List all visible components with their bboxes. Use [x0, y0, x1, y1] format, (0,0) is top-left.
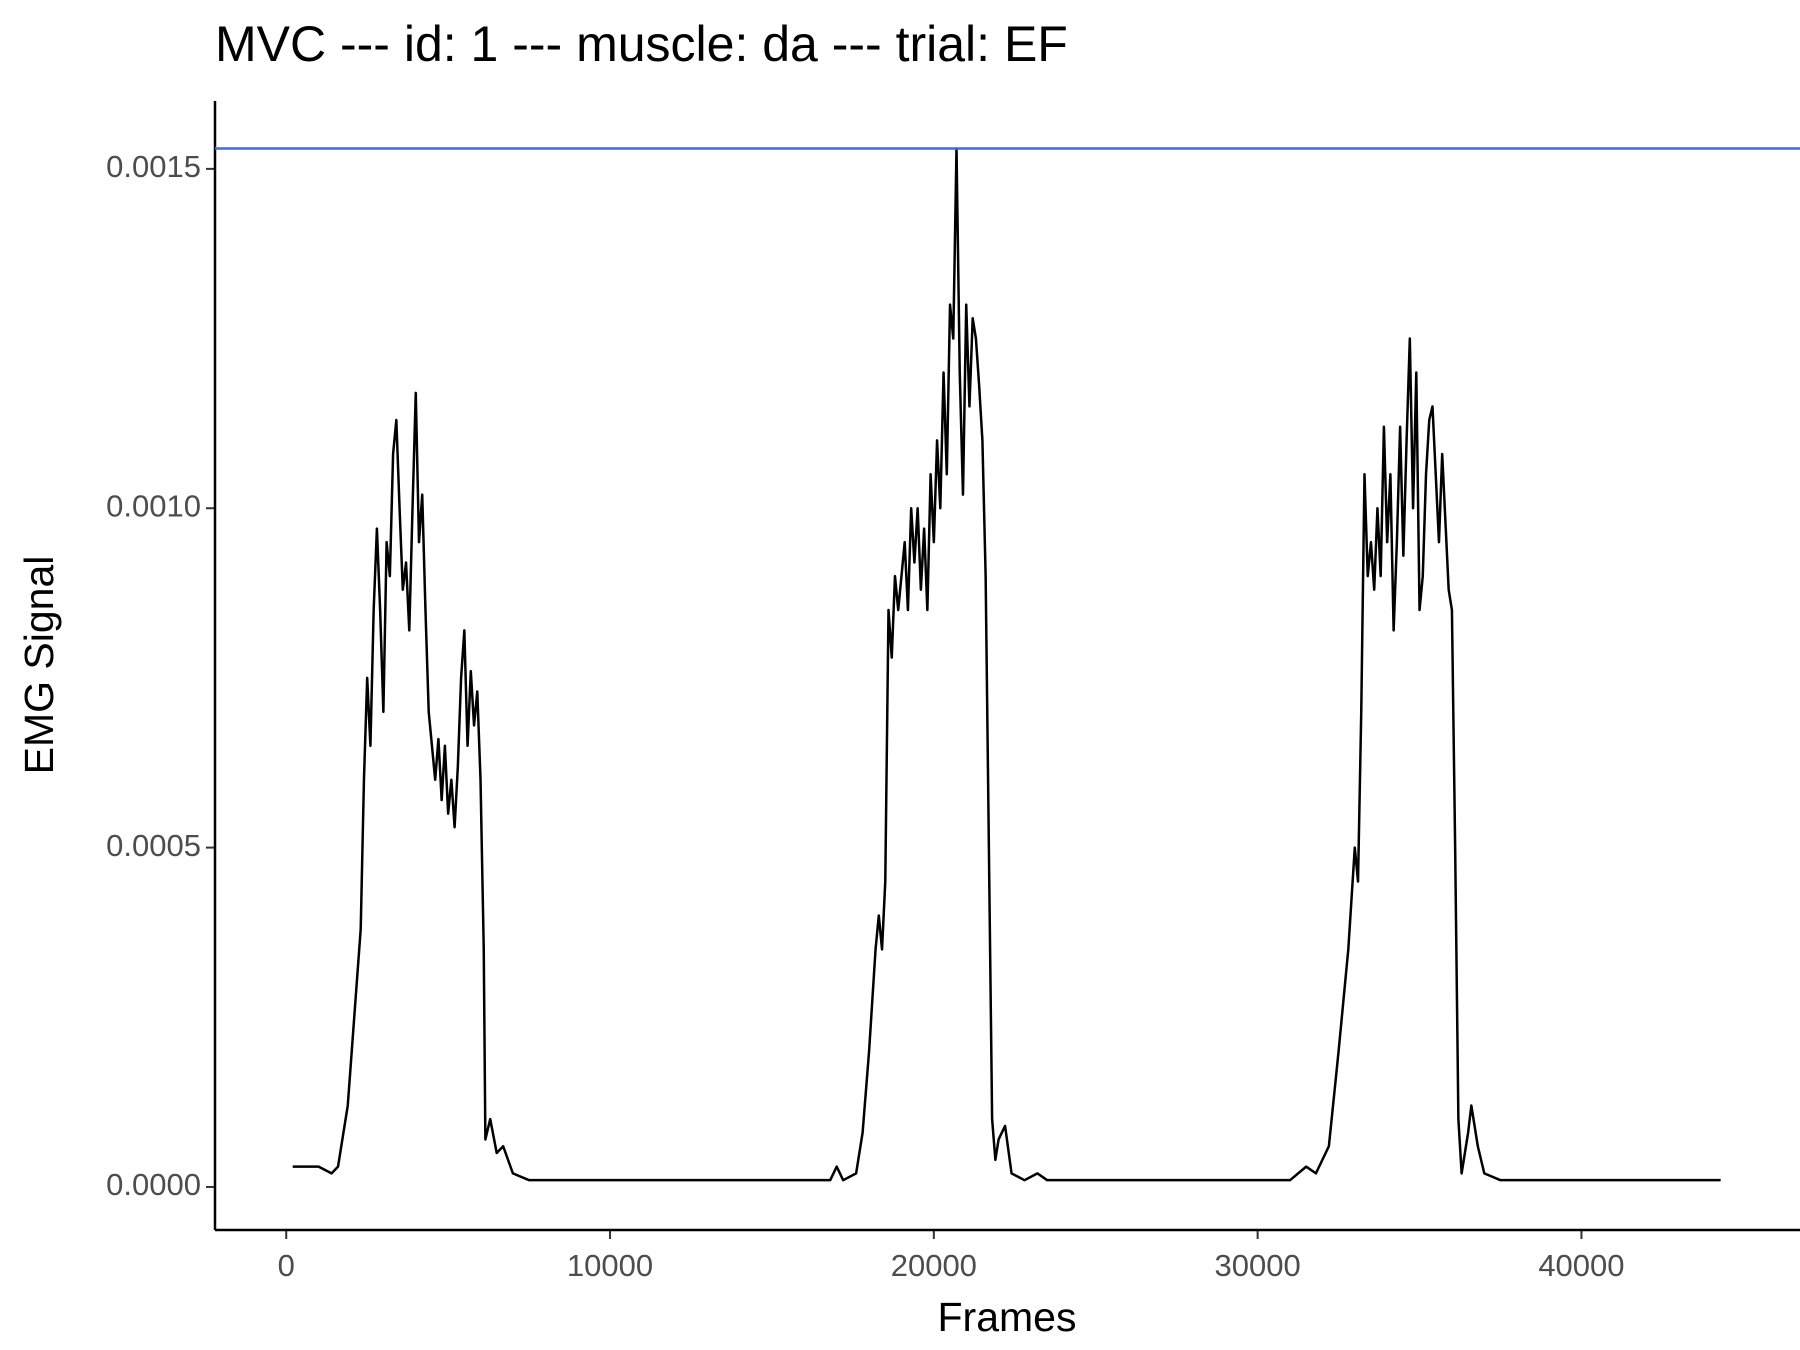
y-tick-label: 0.0005 — [106, 828, 201, 863]
y-tick-label: 0.0015 — [106, 149, 201, 184]
emg-line — [292, 147, 1721, 1182]
x-tick-label: 0 — [278, 1248, 295, 1283]
x-tick-label: 10000 — [567, 1248, 653, 1283]
x-tick-label: 40000 — [1538, 1248, 1624, 1283]
x-axis-label: Frames — [938, 1294, 1077, 1340]
x-tick-label: 20000 — [891, 1248, 977, 1283]
x-tick-label: 30000 — [1215, 1248, 1301, 1283]
y-tick-label: 0.0010 — [106, 488, 201, 523]
y-tick-label: 0.0000 — [106, 1167, 201, 1202]
y-axis-label: EMG Signal — [16, 556, 62, 775]
chart-title: MVC --- id: 1 --- muscle: da --- trial: … — [215, 16, 1068, 72]
